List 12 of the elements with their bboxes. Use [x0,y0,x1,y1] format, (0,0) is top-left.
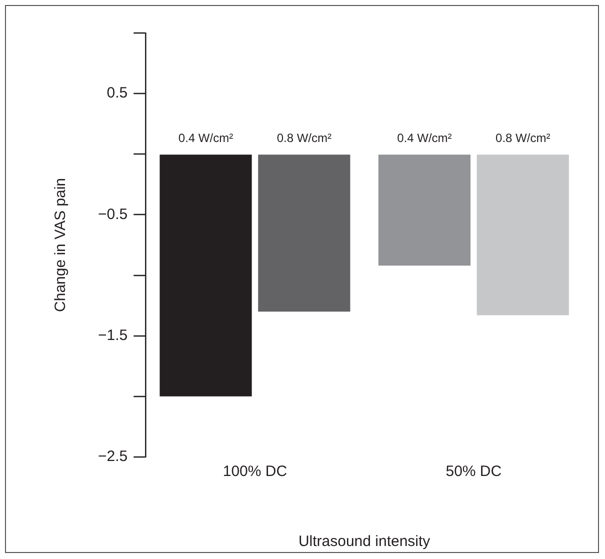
text: 0.4 W/cm² [397,131,452,146]
x-tick-label: 50% DC [446,463,502,480]
y-tick-label: 0.5 [106,84,128,102]
x-axis-title: Ultrasound intensity [298,533,431,550]
y-axis-title: Change in VAS pain [52,178,70,312]
y-tick-label: −0.5 [98,206,128,223]
text: 0.8 W/cm² [496,131,550,146]
y-tick-label: −1.5 [98,327,128,344]
series-label: 0.8 W/cm² [276,131,332,146]
y-tick-label: −2.5 [98,448,128,466]
series-label: 0.4 W/cm² [178,131,234,146]
x-tick-label: 100% DC [222,463,288,480]
